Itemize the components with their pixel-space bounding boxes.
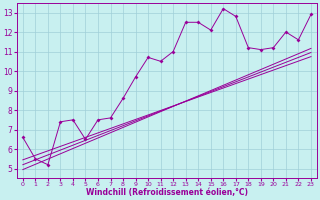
X-axis label: Windchill (Refroidissement éolien,°C): Windchill (Refroidissement éolien,°C) xyxy=(86,188,248,197)
